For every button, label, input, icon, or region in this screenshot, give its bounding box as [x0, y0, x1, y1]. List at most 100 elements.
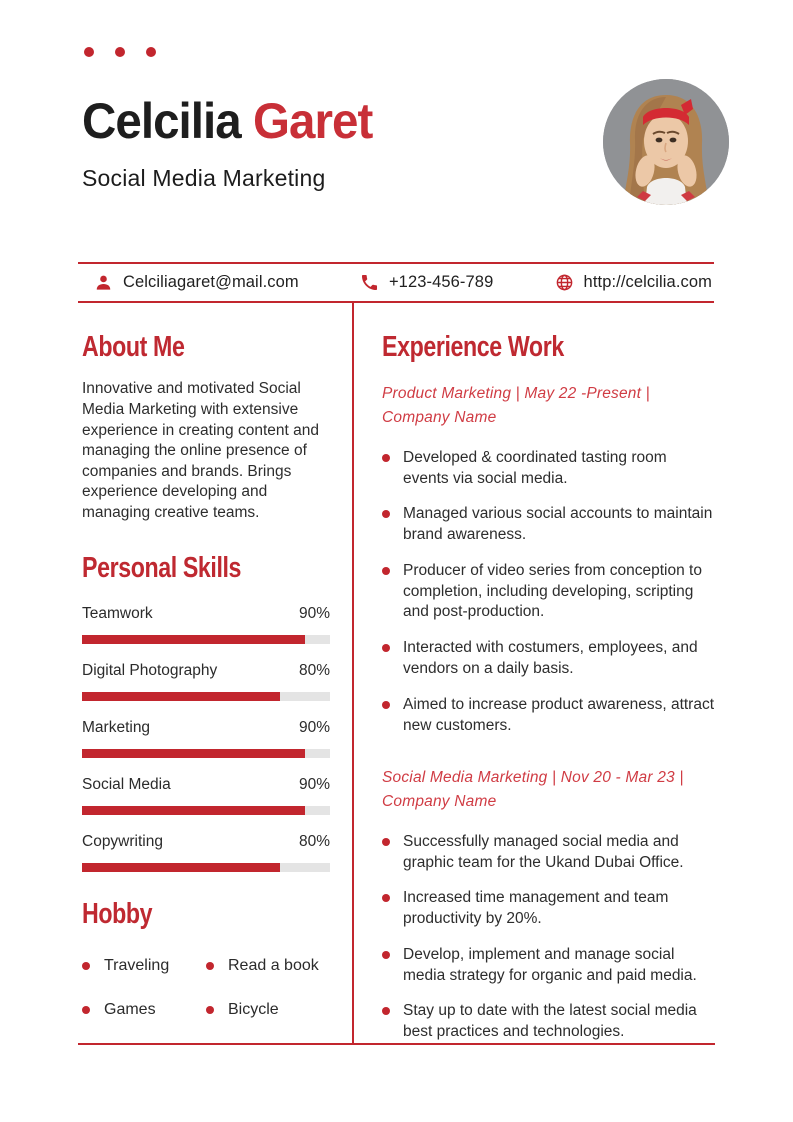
decorative-dots	[0, 0, 793, 57]
decorative-dot	[146, 47, 156, 57]
job-bullet: Stay up to date with the latest social m…	[382, 1001, 715, 1043]
skill-bar-fill	[82, 862, 281, 872]
job-bullet-text: Successfully managed social media and gr…	[403, 832, 684, 871]
skill-bar-track	[82, 862, 330, 872]
skill-bar-fill	[82, 805, 306, 815]
right-column: Experience Work Product Marketing | May …	[354, 303, 715, 1043]
skill-label: Marketing	[82, 718, 151, 736]
skill-bar-track	[82, 691, 330, 701]
person-last-name: Garet	[253, 93, 373, 149]
hobby-label: Traveling	[104, 957, 170, 975]
bullet-dot-icon	[206, 962, 214, 971]
job-bullet-list: Developed & coordinated tasting room eve…	[382, 448, 715, 736]
bullet-dot-icon	[206, 1006, 214, 1015]
bullet-dot-icon	[382, 1007, 390, 1016]
job-bullet: Interacted with costumers, employees, an…	[382, 638, 715, 680]
about-title: About Me	[82, 331, 185, 363]
skill-bar-fill	[82, 691, 281, 701]
skill-label: Copywriting	[82, 832, 163, 850]
skill-label: Teamwork	[82, 604, 153, 622]
job-entry: Product Marketing | May 22 -Present | Co…	[382, 382, 715, 736]
bullet-dot-icon	[382, 644, 390, 653]
left-column: About Me Innovative and motivated Social…	[78, 303, 354, 1043]
person-icon	[94, 273, 113, 292]
job-title: Social Media Marketing	[82, 165, 326, 191]
skills-title: Personal Skills	[82, 551, 242, 584]
skill-row-header: Teamwork 90%	[82, 605, 330, 623]
skill-row: Digital Photography 80%	[82, 662, 330, 701]
contact-website-text: http://celcilia.com	[583, 273, 712, 291]
hobby-label: Games	[104, 1001, 156, 1019]
phone-icon	[360, 273, 379, 292]
skill-percent: 90%	[298, 718, 330, 736]
skill-bar-fill	[82, 748, 306, 758]
hobby-item: Traveling	[82, 957, 206, 975]
person-name: Celcilia Garet	[82, 93, 373, 149]
bullet-dot-icon	[382, 510, 390, 519]
job-entry: Social Media Marketing | Nov 20 - Mar 23…	[382, 766, 715, 1043]
contact-bar: Celciliagaret@mail.com +123-456-789 http…	[78, 262, 714, 303]
experience-jobs: Product Marketing | May 22 -Present | Co…	[382, 382, 715, 1043]
contact-phone[interactable]: +123-456-789	[360, 273, 493, 292]
hobby-label: Read a book	[228, 957, 319, 975]
contact-phone-text: +123-456-789	[388, 273, 494, 291]
header: Celcilia Garet Social Media Marketing	[0, 57, 793, 205]
globe-icon	[555, 273, 574, 292]
profile-photo	[603, 79, 729, 205]
job-heading: Product Marketing | May 22 -Present | Co…	[382, 385, 650, 426]
job-bullet-text: Managed various social accounts to maint…	[403, 505, 713, 544]
job-bullet-text: Interacted with costumers, employees, an…	[403, 639, 698, 677]
skill-bar-track	[82, 748, 330, 758]
skill-row: Teamwork 90%	[82, 605, 330, 644]
bullet-dot-icon	[382, 837, 390, 846]
job-bullet: Managed various social accounts to maint…	[382, 504, 715, 546]
job-bullet: Producer of video series from conception…	[382, 561, 715, 623]
experience-title: Experience Work	[382, 331, 564, 363]
skill-label: Social Media	[82, 775, 171, 793]
about-text: Innovative and motivated Social Media Ma…	[82, 380, 319, 521]
profile-photo-illustration	[603, 79, 729, 205]
job-bullet-list: Successfully managed social media and gr…	[382, 832, 715, 1043]
job-bullet-text: Aimed to increase product awareness, att…	[403, 695, 715, 734]
bullet-dot-icon	[382, 950, 390, 959]
skill-row-header: Social Media 90%	[82, 776, 330, 794]
skill-row-header: Digital Photography 80%	[82, 662, 330, 680]
skill-row: Marketing 90%	[82, 719, 330, 758]
skill-row-header: Copywriting 80%	[82, 833, 330, 851]
skill-percent: 80%	[298, 832, 330, 850]
person-first-name: Celcilia	[82, 93, 242, 149]
skill-row: Social Media 90%	[82, 776, 330, 815]
skill-bar-track	[82, 634, 330, 644]
hobby-item: Games	[82, 1001, 206, 1019]
main-content: About Me Innovative and motivated Social…	[78, 303, 715, 1045]
bullet-dot-icon	[82, 1006, 90, 1015]
bullet-dot-icon	[382, 894, 390, 903]
bullet-dot-icon	[382, 453, 390, 462]
job-bullet: Aimed to increase product awareness, att…	[382, 695, 715, 737]
skill-percent: 90%	[298, 604, 330, 622]
hobby-list: Traveling Read a book Games Bicycle	[82, 957, 330, 1019]
bullet-dot-icon	[382, 566, 390, 575]
job-bullet: Successfully managed social media and gr…	[382, 832, 715, 874]
hobby-label: Bicycle	[228, 1001, 279, 1019]
decorative-dot	[115, 47, 125, 57]
contact-email[interactable]: Celciliagaret@mail.com	[94, 273, 299, 292]
hobby-title: Hobby	[82, 897, 153, 930]
bullet-dot-icon	[82, 962, 90, 971]
skill-label: Digital Photography	[82, 661, 218, 679]
job-bullet: Develop, implement and manage social med…	[382, 945, 715, 987]
job-heading: Social Media Marketing | Nov 20 - Mar 23…	[382, 769, 684, 810]
contact-website[interactable]: http://celcilia.com	[555, 273, 712, 292]
skill-percent: 90%	[298, 775, 330, 793]
job-bullet: Developed & coordinated tasting room eve…	[382, 448, 715, 490]
hobby-item: Read a book	[206, 957, 330, 975]
skill-bar-track	[82, 805, 330, 815]
job-bullet: Increased time management and team produ…	[382, 888, 715, 930]
skill-percent: 80%	[298, 661, 330, 679]
skills-list: Teamwork 90% Digital Photography 80% Marketi…	[82, 605, 330, 872]
job-bullet-text: Producer of video series from conception…	[403, 561, 702, 621]
contact-email-text: Celciliagaret@mail.com	[123, 273, 299, 291]
bullet-dot-icon	[382, 700, 390, 709]
job-bullet-text: Developed & coordinated tasting room eve…	[403, 448, 667, 487]
